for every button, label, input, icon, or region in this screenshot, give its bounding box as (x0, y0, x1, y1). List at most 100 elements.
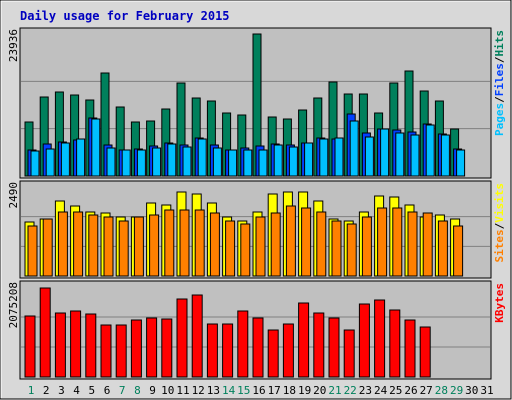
sites-bar (118, 220, 129, 277)
pages-bar (425, 124, 435, 177)
kbytes-bar (100, 324, 112, 378)
legend-sites: Sites (493, 229, 506, 262)
kbytes-bar (298, 302, 310, 378)
kbytes-bar (39, 287, 51, 378)
pages-bar (197, 138, 207, 177)
kbytes-bar (237, 310, 249, 378)
kbytes-bar (191, 294, 203, 378)
x-tick-label: 23 (359, 384, 372, 397)
pages-bar (364, 136, 374, 177)
x-tick-label: 29 (450, 384, 463, 397)
pages-bar (380, 128, 390, 177)
y-max-label: 2490 (7, 182, 20, 209)
pages-bar (456, 149, 466, 177)
kbytes-bar (313, 312, 325, 378)
pages-bar (273, 144, 283, 177)
sites-bar (27, 225, 38, 277)
kbytes-bar (404, 319, 416, 378)
pages-bar (334, 137, 344, 177)
x-tick-label: 11 (176, 384, 189, 397)
pages-bar (243, 149, 253, 177)
legend-separator: / (493, 56, 506, 63)
sites-bar (194, 209, 205, 277)
pages-bar (395, 132, 405, 177)
kbytes-bar (389, 309, 401, 378)
x-tick-label: 7 (119, 384, 126, 397)
pages-bar (136, 149, 146, 177)
sites-bar (103, 216, 114, 277)
kbytes-bar (358, 303, 370, 378)
x-tick-label: 22 (344, 384, 357, 397)
sites-bar (346, 223, 357, 277)
kbytes-bar (252, 317, 264, 378)
kbytes-bar (282, 323, 294, 378)
x-tick-label: 30 (465, 384, 478, 397)
sites-bar (453, 225, 464, 277)
pages-bar (91, 118, 101, 177)
pages-bar (304, 142, 314, 177)
pages-bar (258, 149, 268, 177)
sites-bar (301, 207, 312, 277)
sites-bar (225, 220, 236, 277)
legend-hits: Hits (493, 30, 506, 57)
x-tick-label: 6 (104, 384, 111, 397)
x-tick-label: 5 (88, 384, 95, 397)
pages-bar (45, 148, 55, 177)
pages-bar (167, 143, 177, 177)
legend-visits: Visits (493, 183, 506, 223)
x-tick-label: 18 (283, 384, 296, 397)
sites-bar (240, 223, 251, 277)
x-tick-label: 14 (222, 384, 236, 397)
legend-separator: / (493, 96, 506, 103)
sites-bar (133, 216, 144, 277)
pages-bar (440, 134, 450, 177)
x-tick-label: 8 (134, 384, 141, 397)
pages-bar (319, 138, 329, 177)
x-tick-label: 31 (480, 384, 493, 397)
x-tick-label: 17 (268, 384, 281, 397)
sites-bar (316, 211, 327, 277)
y-max-label: 23936 (7, 29, 20, 62)
kbytes-bar (130, 319, 142, 378)
x-tick-label: 21 (328, 384, 341, 397)
legend-separator: / (493, 222, 506, 229)
pages-bar (60, 142, 70, 177)
sites-bar (407, 211, 418, 277)
panel-2: 2490 Sites/Visits (7, 180, 506, 279)
pages-bar (76, 138, 86, 177)
sites-bar (57, 211, 68, 277)
kbytes-bar (176, 298, 188, 378)
kbytes-bar (115, 324, 127, 378)
pages-bar (152, 147, 162, 177)
kbytes-bar (206, 323, 218, 378)
x-tick-label: 2 (43, 384, 50, 397)
sites-bar (255, 216, 266, 277)
kbytes-bar (267, 329, 279, 378)
kbytes-bar (328, 317, 340, 378)
panel-legend: Sites/Visits (493, 183, 506, 263)
x-tick-label: 24 (374, 384, 388, 397)
x-tick-label: 12 (192, 384, 205, 397)
kbytes-bar (419, 326, 431, 378)
kbytes-bar (24, 315, 36, 378)
sites-bar (149, 214, 160, 277)
sites-bar (209, 212, 220, 277)
pages-bar (212, 147, 222, 177)
x-tick-label: 4 (73, 384, 80, 397)
x-tick-label: 28 (435, 384, 448, 397)
kbytes-bar (374, 299, 386, 378)
x-tick-label: 1 (28, 384, 35, 397)
panel-3: 2075208 KBytes (7, 280, 506, 380)
legend-pages: Pages (493, 103, 506, 136)
pages-bar (121, 149, 131, 177)
x-tick-label: 9 (149, 384, 156, 397)
sites-bar (285, 205, 296, 277)
sites-bar (422, 212, 433, 277)
x-tick-label: 13 (207, 384, 220, 397)
sites-bar (73, 211, 84, 277)
x-tick-label: 19 (298, 384, 311, 397)
x-axis-day-labels: 1 2 3 4 5 6 7 8 9 10 11 12 13 14 15 16 17 18 19 20 21 22 23 24 2… (28, 384, 494, 397)
x-tick-label: 27 (420, 384, 433, 397)
